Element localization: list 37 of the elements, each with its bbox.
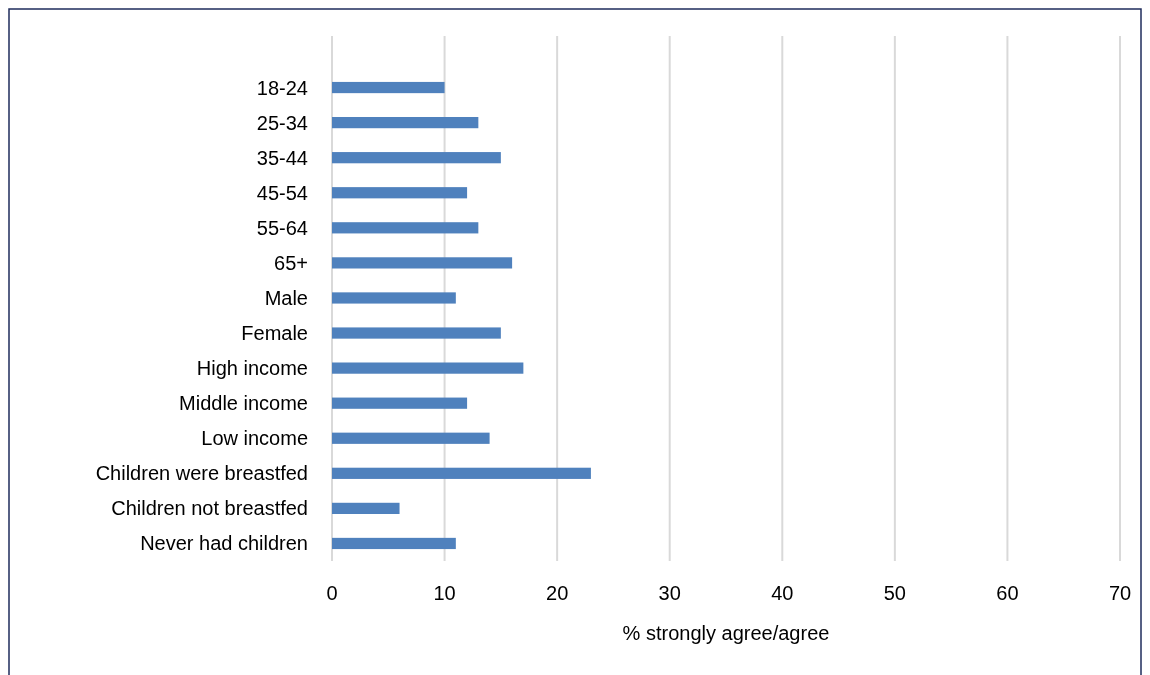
y-tick-label: Middle income — [179, 392, 308, 415]
bar — [332, 222, 479, 234]
x-axis-title: % strongly agree/agree — [622, 622, 830, 644]
y-tick-label: Female — [241, 322, 308, 345]
bar — [332, 362, 524, 374]
bar — [332, 467, 591, 479]
x-tick-label: 30 — [658, 582, 681, 604]
bar — [332, 397, 468, 409]
bar — [332, 327, 501, 339]
bar — [332, 432, 490, 444]
y-tick-label: 18-24 — [256, 76, 308, 99]
bar — [332, 292, 456, 304]
y-tick-label: Never had children — [140, 532, 308, 555]
bar — [332, 537, 456, 550]
bar — [332, 257, 513, 269]
x-tick-label: 50 — [883, 582, 906, 604]
x-tick-label: 20 — [546, 582, 569, 604]
x-tick-label: 60 — [996, 582, 1019, 604]
y-tick-label: Low income — [201, 427, 308, 450]
bar — [332, 81, 445, 94]
y-tick-label: 45-54 — [256, 181, 308, 204]
y-tick-label: High income — [196, 357, 308, 380]
y-tick-label: 55-64 — [256, 216, 308, 239]
y-tick-label: Male — [264, 286, 308, 309]
bar — [332, 117, 479, 129]
x-tick-label: 10 — [433, 582, 456, 604]
y-tick-label: Children not breastfed — [111, 497, 308, 520]
x-tick-label: 0 — [326, 582, 338, 604]
x-tick-label: 70 — [1108, 582, 1132, 604]
bar — [332, 502, 400, 514]
y-tick-label: Children were breastfed — [95, 462, 308, 485]
y-tick-label: 25-34 — [256, 111, 308, 134]
x-tick-label: 40 — [771, 582, 794, 604]
bar — [332, 152, 501, 164]
y-tick-label: 35-44 — [256, 146, 308, 169]
bar — [332, 187, 468, 199]
y-tick-label: 65+ — [274, 251, 308, 274]
